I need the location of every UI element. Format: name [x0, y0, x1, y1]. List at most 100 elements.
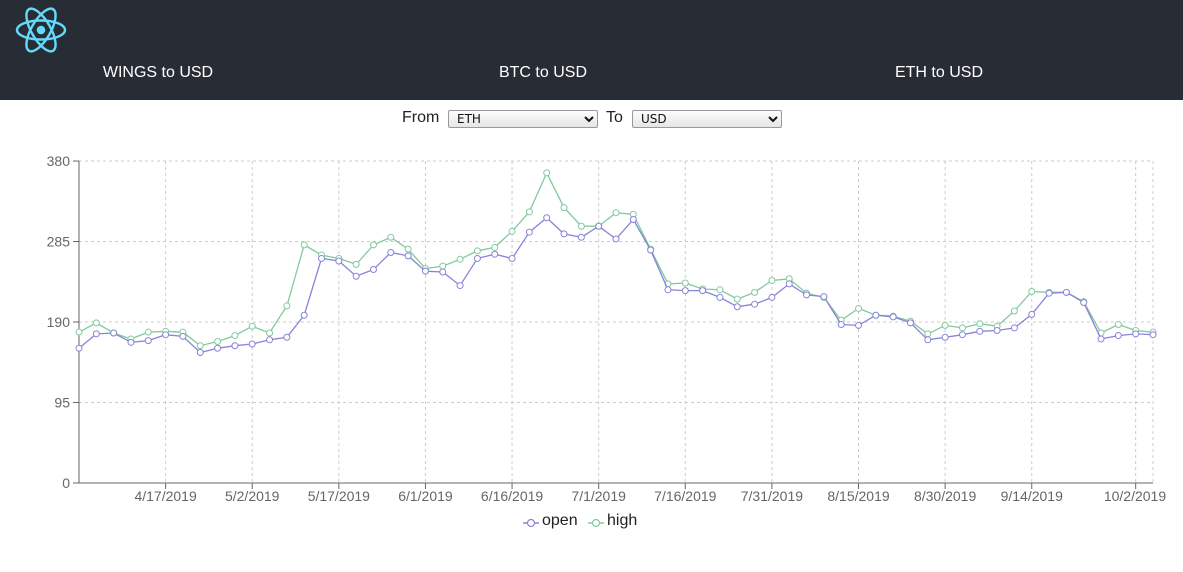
data-point-open[interactable] [75, 344, 83, 352]
data-point-open[interactable] [906, 319, 914, 327]
data-point-high[interactable] [612, 209, 620, 217]
data-point-open[interactable] [716, 293, 724, 301]
data-point-open[interactable] [543, 214, 551, 222]
data-point-open[interactable] [1149, 331, 1157, 339]
data-point-high[interactable] [577, 222, 585, 230]
data-point-high[interactable] [248, 322, 256, 330]
data-point-open[interactable] [768, 293, 776, 301]
data-point-high[interactable] [473, 247, 481, 255]
data-point-open[interactable] [387, 249, 395, 257]
data-point-open[interactable] [335, 257, 343, 265]
data-point-high[interactable] [491, 243, 499, 251]
data-point-open[interactable] [1097, 335, 1105, 343]
data-point-open[interactable] [248, 340, 256, 348]
data-point-open[interactable] [1114, 332, 1122, 340]
data-point-high[interactable] [768, 276, 776, 284]
data-point-open[interactable] [612, 235, 620, 243]
data-point-high[interactable] [681, 279, 689, 287]
nav-link-wings-usd[interactable]: WINGS to USD [102, 64, 214, 81]
data-point-open[interactable] [92, 330, 100, 338]
legend-open-label[interactable]: open [542, 512, 578, 529]
data-point-high[interactable] [75, 328, 83, 336]
data-point-high[interactable] [525, 208, 533, 216]
data-point-high[interactable] [196, 342, 204, 350]
data-point-open[interactable] [993, 326, 1001, 334]
data-point-open[interactable] [525, 228, 533, 236]
nav-link-eth-usd[interactable]: ETH to USD [894, 64, 983, 81]
data-point-open[interactable] [352, 272, 360, 280]
from-currency-select[interactable]: ETH [448, 110, 598, 128]
data-point-open[interactable] [941, 333, 949, 341]
data-point-high[interactable] [508, 227, 516, 235]
data-point-open[interactable] [560, 230, 568, 238]
data-point-high[interactable] [369, 241, 377, 249]
data-point-open[interactable] [127, 338, 135, 346]
data-point-open[interactable] [179, 332, 187, 340]
data-point-high[interactable] [214, 337, 222, 345]
react-atom-icon[interactable] [14, 4, 68, 56]
data-point-high[interactable] [941, 321, 949, 329]
data-point-open[interactable] [491, 250, 499, 258]
data-point-high[interactable] [560, 204, 568, 212]
data-point-open[interactable] [577, 233, 585, 241]
data-point-open[interactable] [889, 313, 897, 321]
data-point-open[interactable] [1132, 330, 1140, 338]
data-point-high[interactable] [716, 286, 724, 294]
data-point-high[interactable] [751, 288, 759, 296]
data-point-open[interactable] [837, 321, 845, 329]
data-point-open[interactable] [751, 300, 759, 308]
data-point-open[interactable] [144, 337, 152, 345]
data-point-open[interactable] [595, 222, 603, 230]
data-point-open[interactable] [231, 342, 239, 350]
data-point-open[interactable] [820, 293, 828, 301]
data-point-high[interactable] [855, 304, 863, 312]
data-point-open[interactable] [421, 267, 429, 275]
data-point-high[interactable] [92, 319, 100, 327]
data-point-open[interactable] [266, 336, 274, 344]
data-point-high[interactable] [456, 255, 464, 263]
data-point-open[interactable] [162, 331, 170, 339]
data-point-open[interactable] [733, 303, 741, 311]
data-point-open[interactable] [456, 282, 464, 290]
data-point-open[interactable] [369, 265, 377, 273]
data-point-open[interactable] [1080, 299, 1088, 307]
data-point-high[interactable] [924, 330, 932, 338]
data-point-open[interactable] [1045, 289, 1053, 297]
data-point-high[interactable] [733, 295, 741, 303]
data-point-high[interactable] [976, 320, 984, 328]
data-point-high[interactable] [1114, 321, 1122, 329]
data-point-open[interactable] [1010, 324, 1018, 332]
data-point-high[interactable] [231, 332, 239, 340]
data-point-high[interactable] [387, 233, 395, 241]
data-point-open[interactable] [681, 287, 689, 295]
data-point-high[interactable] [144, 328, 152, 336]
data-point-open[interactable] [318, 254, 326, 262]
data-point-open[interactable] [855, 321, 863, 329]
data-point-open[interactable] [439, 268, 447, 276]
data-point-high[interactable] [404, 245, 412, 253]
data-point-open[interactable] [872, 311, 880, 319]
data-point-open[interactable] [958, 331, 966, 339]
data-point-open[interactable] [404, 252, 412, 260]
data-point-high[interactable] [352, 260, 360, 268]
data-point-open[interactable] [473, 254, 481, 262]
data-point-high[interactable] [1028, 287, 1036, 295]
data-point-open[interactable] [214, 344, 222, 352]
data-point-high[interactable] [1010, 307, 1018, 315]
data-point-high[interactable] [266, 329, 274, 337]
data-point-open[interactable] [647, 246, 655, 254]
data-point-open[interactable] [803, 291, 811, 299]
data-point-open[interactable] [629, 215, 637, 223]
data-point-open[interactable] [699, 287, 707, 295]
data-point-high[interactable] [543, 169, 551, 177]
data-point-high[interactable] [958, 324, 966, 332]
data-point-open[interactable] [283, 333, 291, 341]
data-point-open[interactable] [196, 349, 204, 357]
data-point-high[interactable] [439, 262, 447, 270]
data-point-high[interactable] [300, 241, 308, 249]
data-point-open[interactable] [300, 311, 308, 319]
data-point-open[interactable] [976, 327, 984, 335]
data-point-open[interactable] [924, 336, 932, 344]
data-point-open[interactable] [1028, 310, 1036, 318]
nav-link-btc-usd[interactable]: BTC to USD [498, 64, 587, 81]
